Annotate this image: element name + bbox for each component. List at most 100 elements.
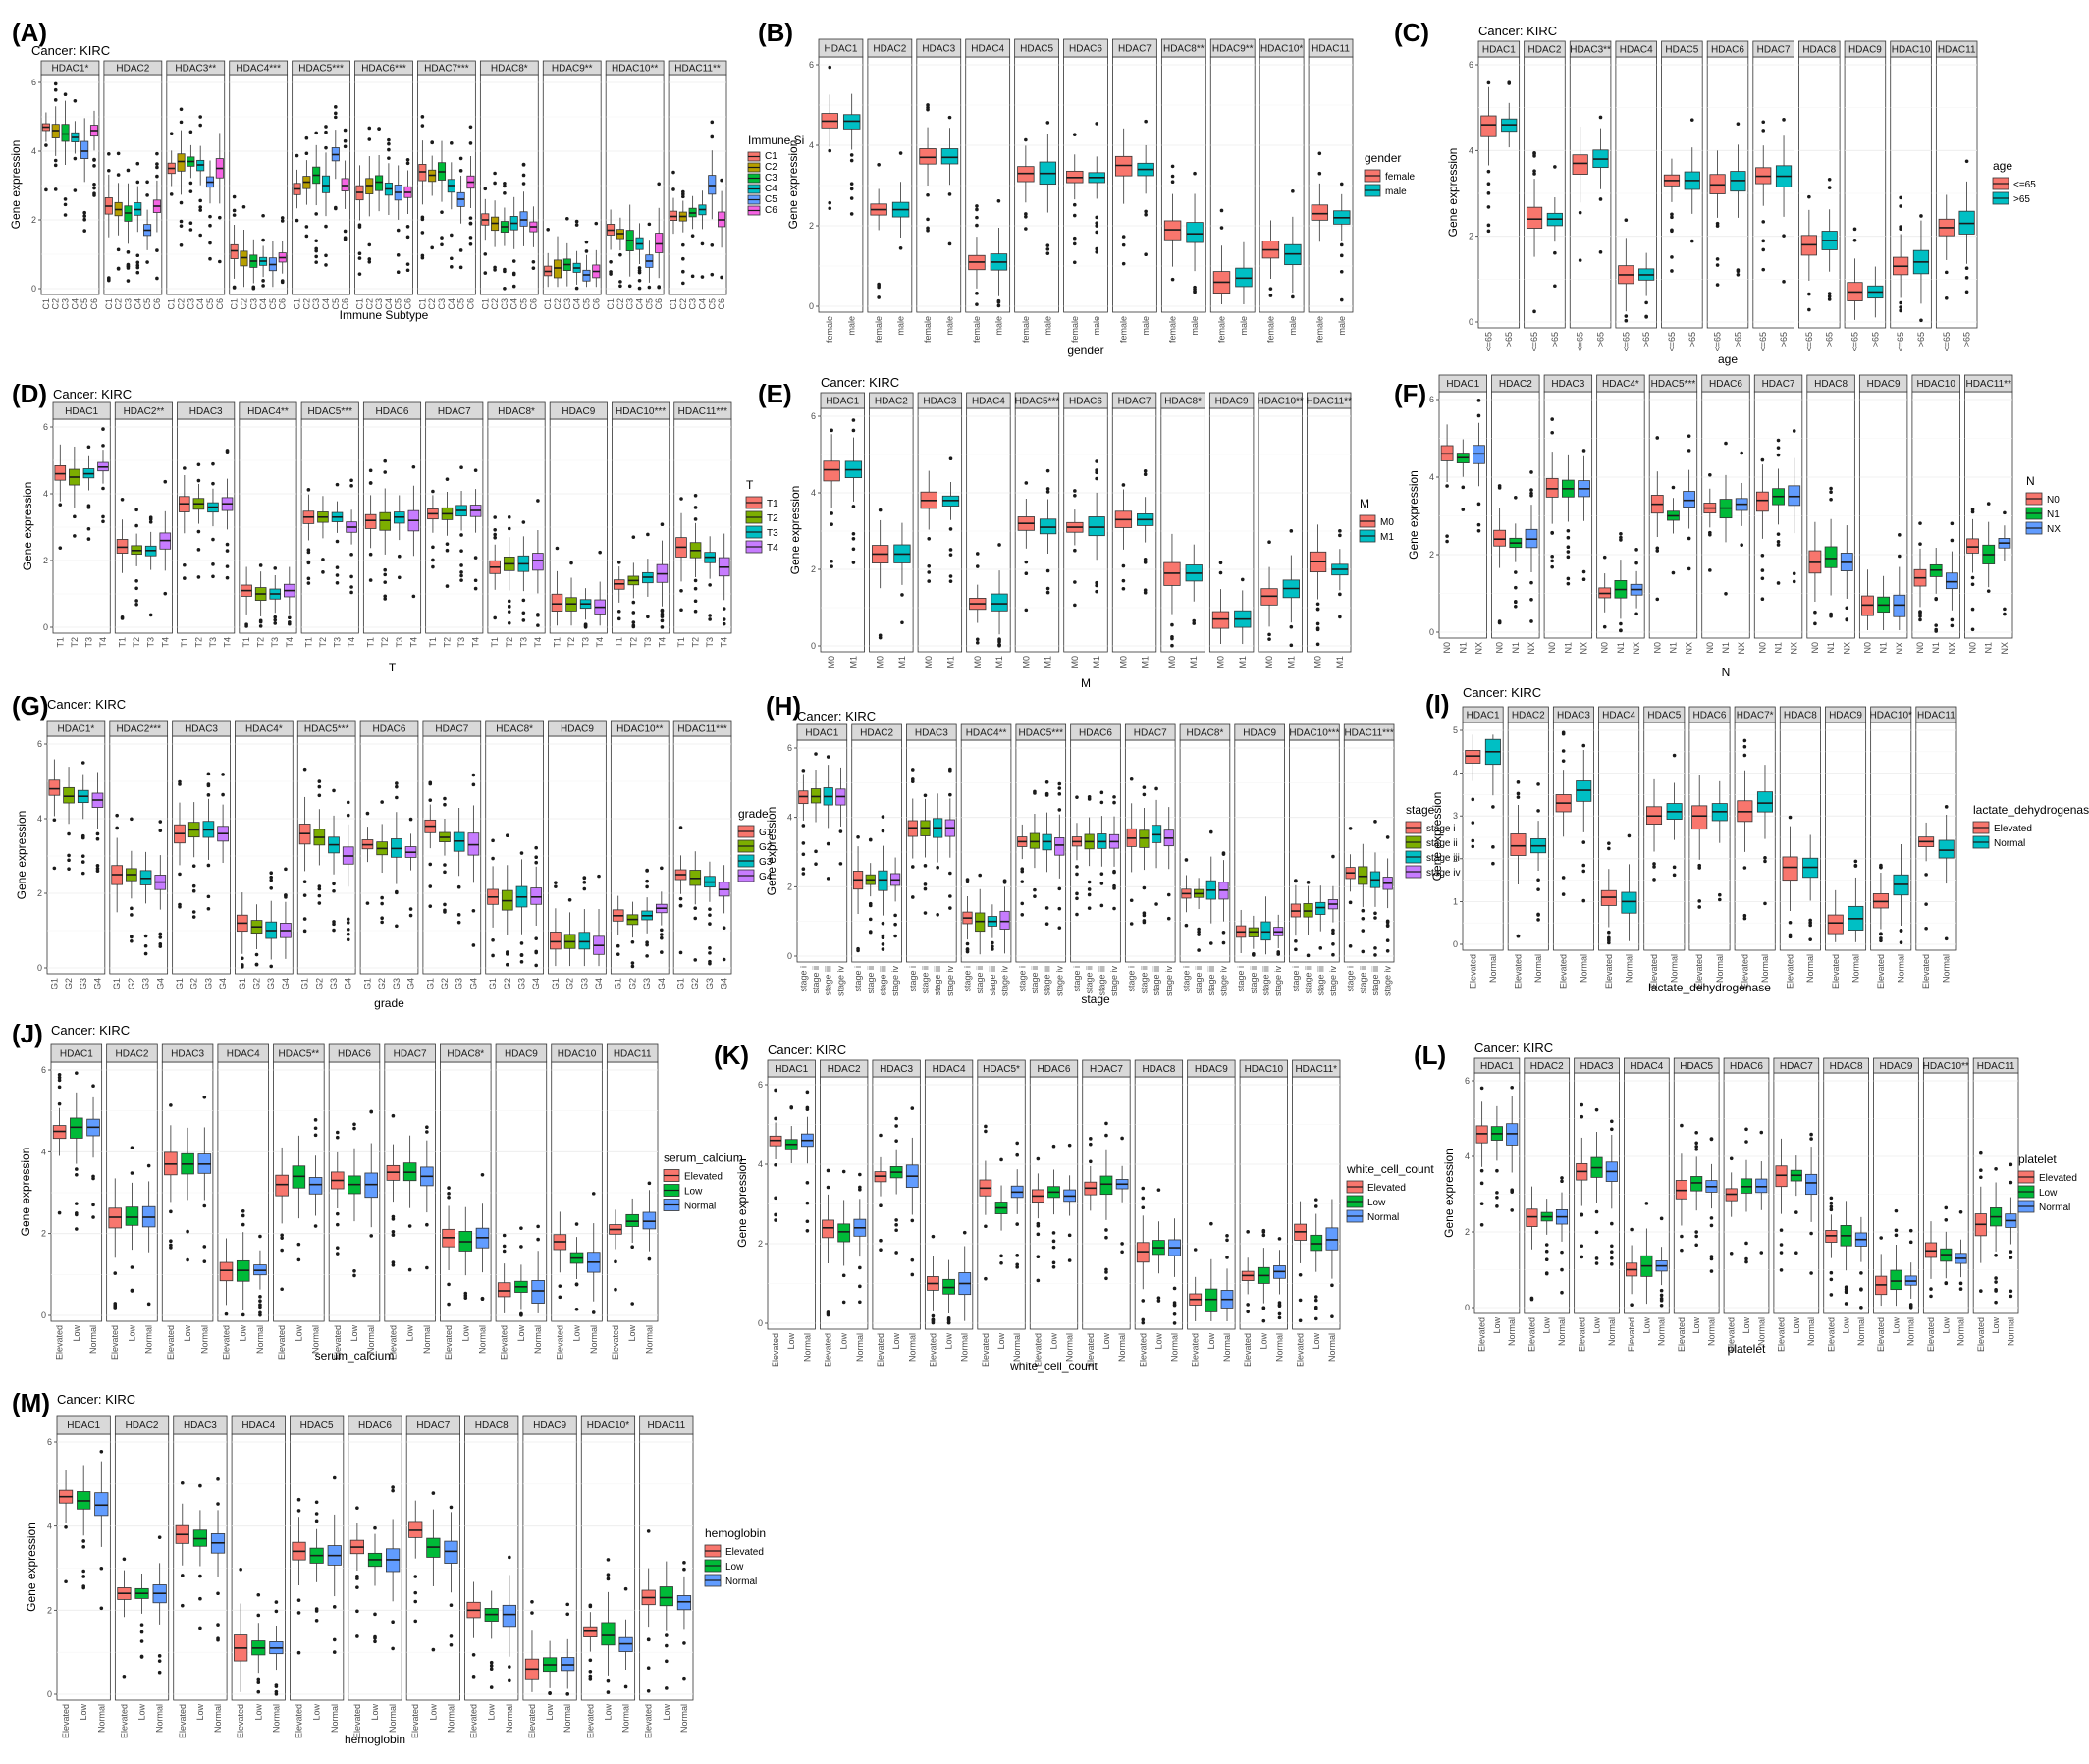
outlier-point [179,219,184,224]
outlier-point [183,576,187,580]
panel-letter: (E) [758,379,792,408]
facet-strip-label: HDAC11** [1306,397,1352,407]
outlier-point [67,831,71,836]
outlier-point [468,241,473,246]
outlier-point [314,212,318,216]
x-tick-label: G4 [657,978,667,989]
iqr-box [48,779,61,796]
outlier-point [681,281,685,286]
x-axis-title: grade [374,996,404,1010]
outlier-point [458,156,463,161]
outlier-point [1607,936,1611,940]
outlier-point [830,511,833,515]
outlier-point [130,1265,134,1269]
outlier-point [107,276,111,280]
outlier-point [507,604,511,609]
outlier-point [450,233,454,238]
outlier-point [314,239,318,243]
x-tick-label: T1 [366,637,376,648]
outlier-point [183,466,187,470]
x-tick-label: C1 [417,298,427,310]
outlier-point [1899,300,1902,305]
facet-panel [440,1061,492,1322]
facet-strip-label: HDAC3 [185,724,218,735]
box-c5: C5 [707,120,717,310]
outlier-point [1318,946,1323,950]
outlier-point [407,1267,412,1272]
facet-strip [177,401,236,420]
panel-cancer-title: Cancer: KIRC [53,387,132,401]
outlier-point [616,616,621,621]
iqr-box [177,153,186,172]
outlier-point [1808,937,1812,941]
outlier-point [681,269,685,274]
iqr-box [823,460,840,482]
x-tick-label: Elevated [277,1325,287,1360]
y-tick-label: 0 [809,301,814,311]
outlier-point [1736,122,1741,126]
outlier-point [383,572,388,577]
box-c6: C6 [717,178,726,310]
x-tick-label: N0 [1862,642,1872,654]
box-65: >65 [1546,165,1563,347]
outlier-point [428,884,433,888]
outlier-point [1624,314,1629,318]
outlier-point [225,564,230,568]
facet: HDAC8*M0 M1 [1160,392,1205,668]
x-tick-label: Low [349,1325,359,1342]
box-g3: G3 [391,781,402,989]
box-g1: G1 [612,895,624,989]
facet-strip [1208,392,1255,409]
box-n1: N1 [1719,441,1733,654]
box-c1: C1 [354,165,364,310]
box-g4: G4 [280,867,292,989]
facet-strip-label: HDAC9 [1215,397,1249,407]
facet-strip [1477,40,1521,58]
iqr-box [1966,538,1979,554]
x-tick-label: stage i [1017,966,1027,992]
y-tick-label: 2 [43,556,48,565]
outlier-point [80,860,85,864]
outlier-point [232,286,237,290]
outlier-point [1782,234,1786,238]
x-tick-label: T1 [118,637,128,648]
box-c6: C6 [654,182,664,310]
x-tick-label: G1 [300,978,310,989]
x-tick-label: stage iv [835,966,845,997]
x-tick-label: G1 [551,978,561,989]
outlier-point [425,1265,429,1270]
facet-strip-label: HDAC4 [1602,711,1635,722]
outlier-point [1561,892,1566,896]
outlier-point [335,1135,340,1140]
outlier-point [431,558,435,562]
facet-strip-label: HDAC2 [1528,45,1562,56]
box-n1: N1 [1824,486,1838,654]
x-tick-label: stage i [1072,966,1082,992]
outlier-point [678,903,683,908]
x-tick-label: Normal [589,1325,599,1354]
outlier-point [208,223,212,228]
x-tick-label: male [1043,316,1052,336]
outlier-point [53,98,58,102]
box-c3: C3 [248,239,258,310]
outlier-point [145,193,149,197]
facet: HDAC4***C1 C2 C3 C4 C5 C6 [229,60,289,310]
outlier-point [693,578,698,583]
outlier-point [975,640,980,645]
outlier-point [1532,172,1536,176]
facet-panel [292,74,350,295]
facet-panel [1307,407,1352,653]
outlier-point [1964,290,1969,294]
outlier-point [1218,561,1223,565]
outlier-point [306,576,311,581]
outlier-point [169,1103,173,1107]
x-tick-label: Elevated [166,1325,176,1360]
outlier-point [225,575,230,580]
facet: HDAC10*female male [1259,38,1305,343]
outlier-point [261,284,265,288]
outlier-point [261,213,265,218]
x-tick-label: N0 [1705,642,1715,654]
x-tick-label: Normal [1760,954,1770,983]
box-t4: T4 [221,449,234,648]
